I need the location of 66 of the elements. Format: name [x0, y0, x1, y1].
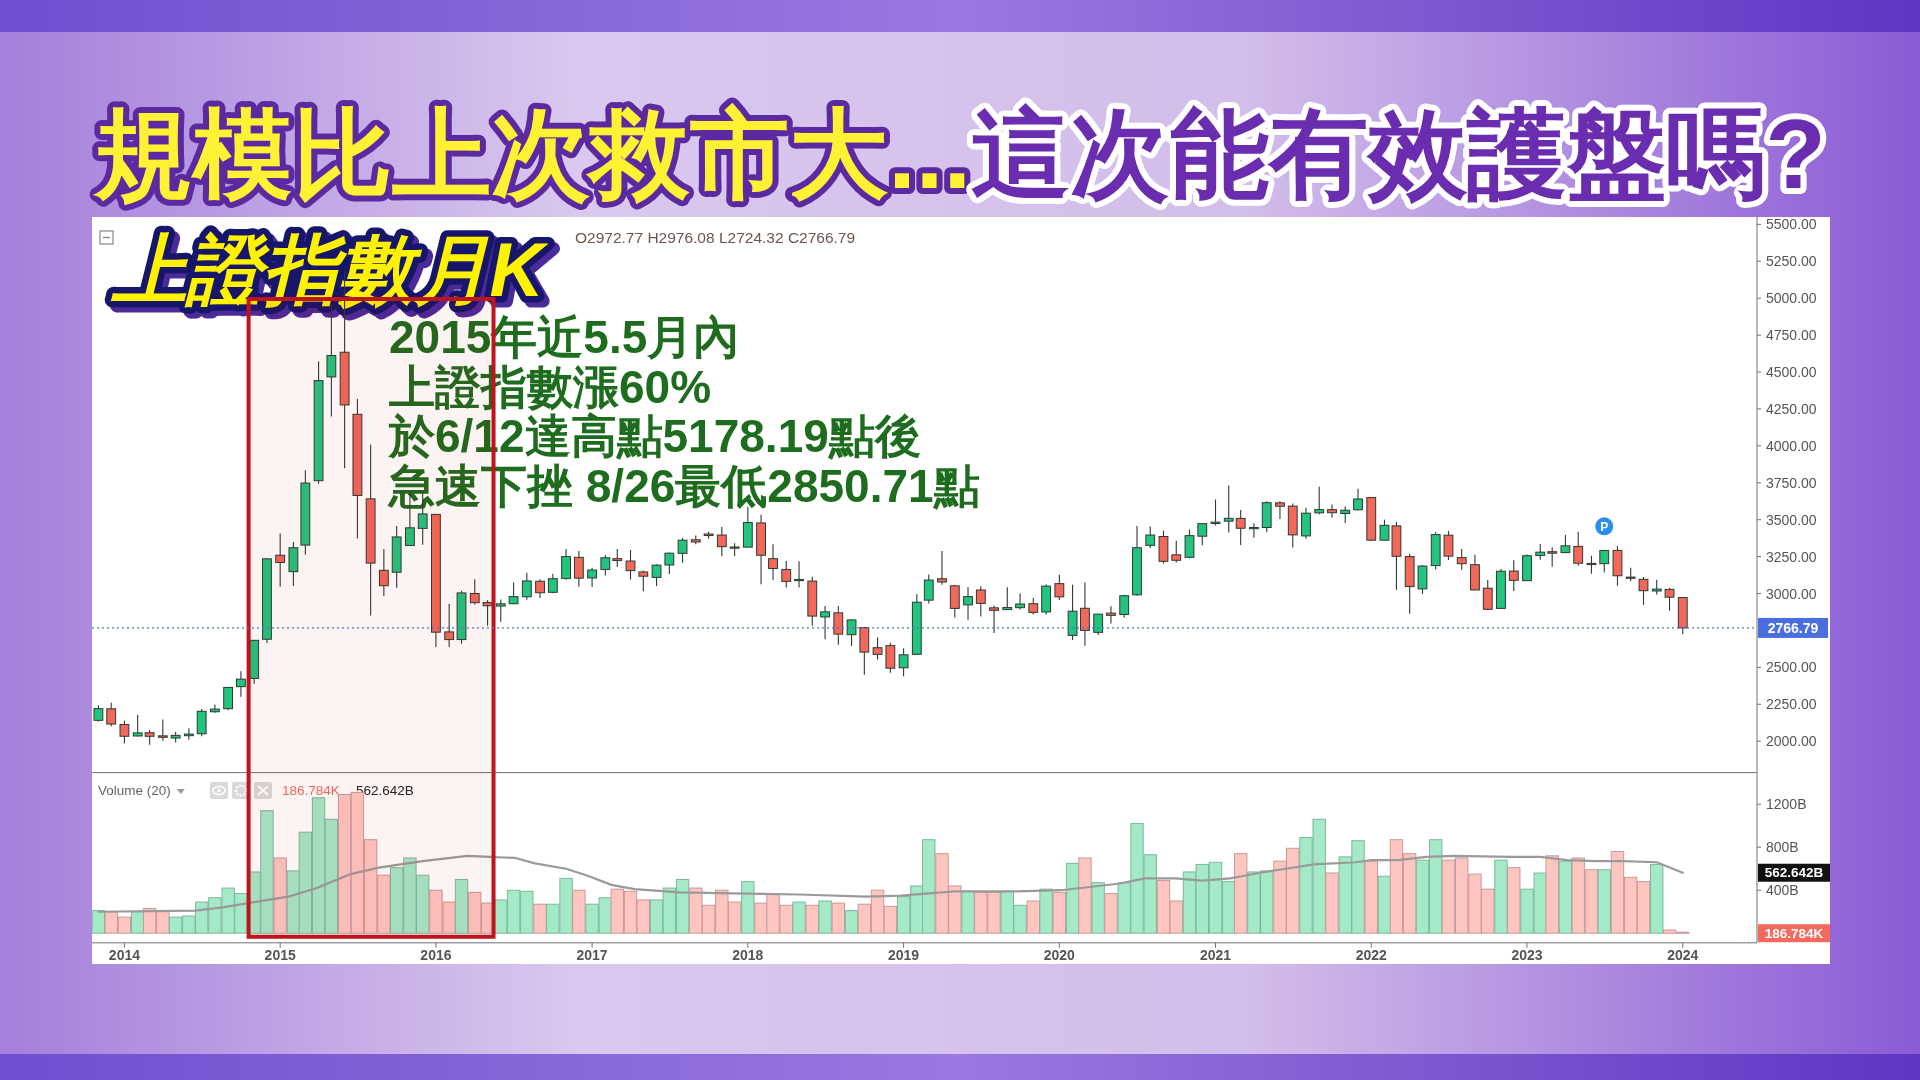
y-tick-label: 2250.00 — [1766, 696, 1817, 713]
y-tick-label: 5250.00 — [1766, 253, 1817, 270]
y-tick-label: 5500.00 — [1766, 216, 1817, 233]
bar — [961, 890, 975, 934]
x-tick-label: 2014 — [108, 946, 141, 963]
bar — [1377, 875, 1392, 934]
annotation: 562.642B — [356, 783, 414, 798]
y-tick-label: 5000.00 — [1766, 290, 1817, 307]
bar — [1494, 859, 1508, 934]
ref-label: 2766.79 — [1758, 617, 1828, 638]
bar — [1545, 855, 1559, 934]
bar — [1039, 888, 1053, 934]
bar — [533, 903, 547, 934]
y-tick-label: 4000.00 — [1766, 437, 1817, 454]
x-tick-label: 2019 — [888, 946, 920, 963]
bar — [1078, 857, 1092, 934]
y-tick-label: 3750.00 — [1766, 474, 1817, 491]
x-tick-label: 2021 — [1199, 946, 1232, 963]
y-tick-label: 1200B — [1766, 796, 1807, 813]
x-tick-label: 2022 — [1355, 946, 1388, 963]
bar — [831, 902, 845, 934]
bar — [741, 881, 755, 934]
bar — [792, 901, 806, 934]
bar — [818, 900, 832, 934]
bar — [1364, 860, 1378, 934]
bar — [1104, 892, 1118, 934]
y-tick-label: 3000.00 — [1766, 585, 1817, 602]
bar — [1558, 860, 1573, 934]
ref-line-label: 2766.79 — [1767, 619, 1819, 636]
y-tick-label: 2500.00 — [1766, 659, 1817, 676]
chart-title: 規模比上次救市大...這次能有效護盤嗎? — [91, 99, 1826, 209]
x-tick-label: 2024 — [1667, 946, 1699, 963]
bar — [805, 904, 819, 934]
bar — [1233, 853, 1248, 934]
bar — [844, 910, 859, 934]
event-marker: P — [1595, 517, 1614, 536]
x-tick-label: 2020 — [1043, 946, 1076, 963]
y-tick-label: 3500.00 — [1766, 511, 1817, 528]
bar — [572, 889, 586, 934]
annotation: Volume (20) — [98, 783, 171, 798]
y-tick-label: 800B — [1766, 839, 1799, 856]
bar — [1650, 863, 1664, 934]
x-tick-label: 2016 — [420, 946, 452, 963]
y-tick-label: 4750.00 — [1766, 327, 1817, 344]
bar — [1052, 891, 1067, 934]
y-tick-label: 3250.00 — [1766, 548, 1817, 565]
x-tick-label: 2023 — [1511, 946, 1543, 963]
y-tick-label: 4250.00 — [1766, 400, 1817, 417]
bar — [1026, 900, 1041, 934]
y-tick-label: 4500.00 — [1766, 364, 1817, 381]
bar — [273, 857, 287, 934]
y-tick-label: 2000.00 — [1766, 733, 1817, 750]
y-tick-label: 400B — [1766, 882, 1799, 899]
bar — [1507, 867, 1521, 934]
bar — [1325, 872, 1339, 934]
bar — [454, 878, 469, 934]
axis-value-label: 186.784K — [1758, 924, 1830, 943]
annotation: 186.784K — [282, 783, 340, 798]
x-tick-label: 2018 — [732, 946, 764, 963]
line-series — [97, 854, 1684, 913]
bar — [1597, 869, 1611, 934]
annotation: P — [1600, 519, 1609, 534]
bar — [1091, 882, 1105, 934]
annotation: O2972.77 H2976.08 L2724.32 C2766.79 — [575, 229, 856, 246]
x-tick-label: 2015 — [264, 946, 296, 963]
x-tick-label: 2017 — [576, 946, 608, 963]
